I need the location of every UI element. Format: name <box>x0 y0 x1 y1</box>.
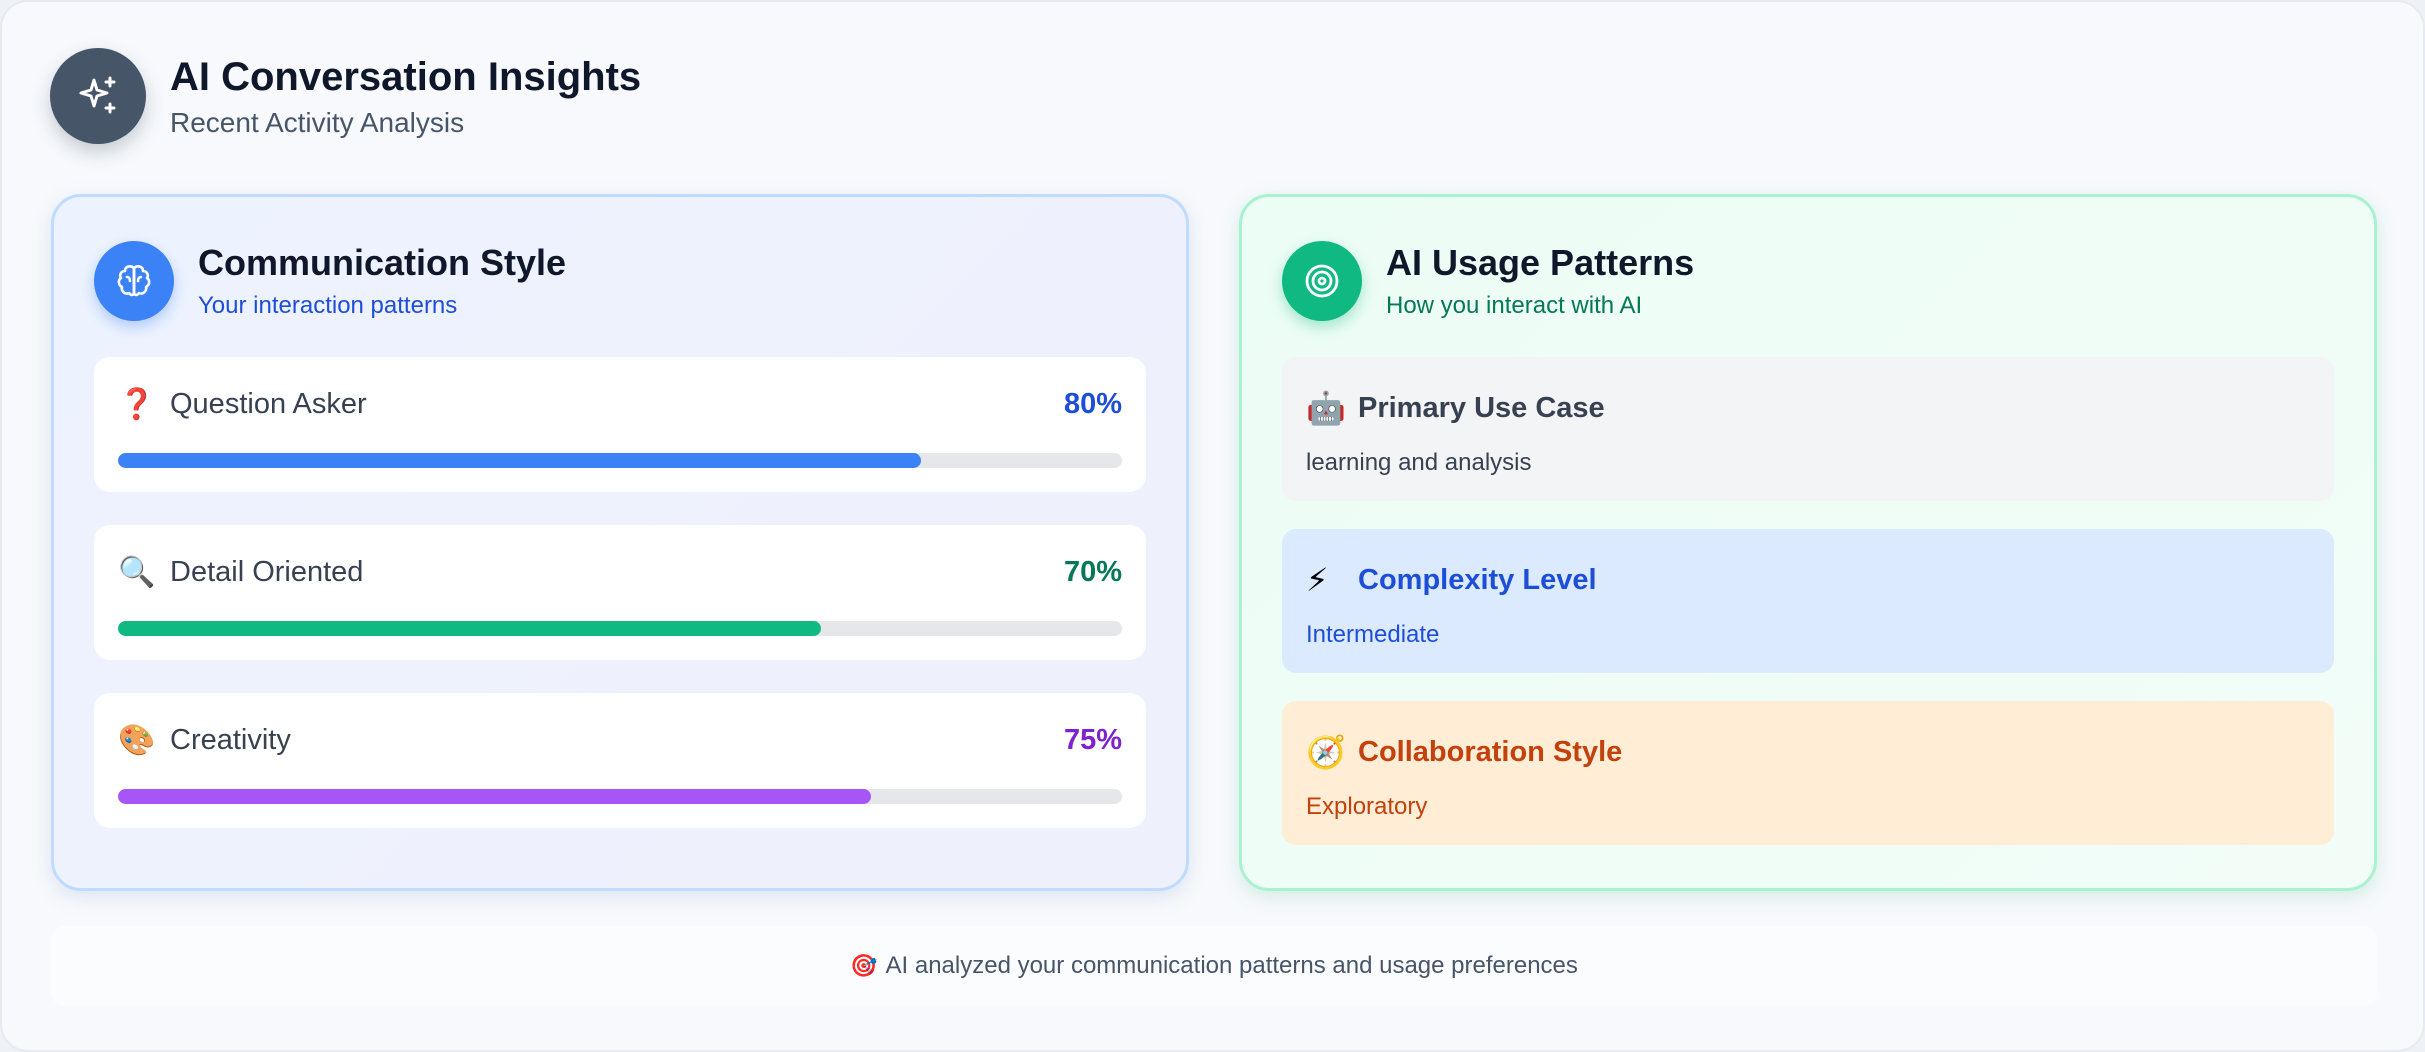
panel-title: AI Usage Patterns <box>1386 242 1695 283</box>
metric-value: 70% <box>1063 556 1122 588</box>
footer-text: AI analyzed your communication patterns … <box>885 952 1578 979</box>
progress-fill <box>118 453 922 468</box>
metric-label: Detail Oriented <box>170 556 364 588</box>
palette-icon: 🎨 <box>118 723 156 758</box>
target-icon <box>1282 241 1362 321</box>
page-title: AI Conversation Insights <box>170 55 642 99</box>
ai-usage-panel: AI Usage Patterns How you interact with … <box>1239 194 2377 891</box>
progress-fill <box>118 789 871 804</box>
compass-icon: 🧭 <box>1306 733 1346 771</box>
question-mark-icon: ❓ <box>118 387 156 422</box>
usage-card-label: Primary Use Case <box>1358 391 1605 424</box>
footer-note: 🎯 AI analyzed your communication pattern… <box>51 926 2377 1006</box>
sparkles-icon <box>50 48 146 144</box>
lightning-icon: ⚡ <box>1306 561 1329 599</box>
usage-card-collaboration-style: 🧭 Collaboration Style Exploratory <box>1282 701 2334 845</box>
panel-subtitle: Your interaction patterns <box>198 292 458 319</box>
usage-card-value: Exploratory <box>1306 793 1428 820</box>
magnifier-icon: 🔍 <box>118 555 156 590</box>
target-emoji-icon: 🎯 <box>850 953 878 979</box>
metric-value: 80% <box>1063 388 1122 420</box>
usage-card-complexity-level: ⚡ Complexity Level Intermediate <box>1282 529 2334 673</box>
communication-style-panel: Communication Style Your interaction pat… <box>51 194 1189 891</box>
usage-card-value: Intermediate <box>1306 621 1440 648</box>
usage-card-value: learning and analysis <box>1306 449 1532 476</box>
metric-value: 75% <box>1063 724 1122 756</box>
progress-track <box>118 621 1122 636</box>
metric-detail-oriented: 🔍 Detail Oriented 70% <box>94 525 1146 660</box>
usage-card-primary-use-case: 🤖 Primary Use Case learning and analysis <box>1282 357 2334 501</box>
panel-title: Communication Style <box>198 242 567 283</box>
robot-icon: 🤖 <box>1306 389 1346 427</box>
page-subtitle: Recent Activity Analysis <box>170 107 465 138</box>
usage-card-label: Collaboration Style <box>1358 735 1623 768</box>
usage-card-label: Complexity Level <box>1358 563 1597 596</box>
metric-label: Question Asker <box>170 388 367 420</box>
progress-fill <box>118 621 821 636</box>
panel-subtitle: How you interact with AI <box>1386 292 1643 319</box>
brain-icon <box>94 241 174 321</box>
progress-track <box>118 453 1122 468</box>
progress-track <box>118 789 1122 804</box>
metric-question-asker: ❓ Question Asker 80% <box>94 357 1146 492</box>
metric-label: Creativity <box>170 724 291 756</box>
metric-creativity: 🎨 Creativity 75% <box>94 693 1146 828</box>
header: AI Conversation Insights Recent Activity… <box>50 48 641 144</box>
